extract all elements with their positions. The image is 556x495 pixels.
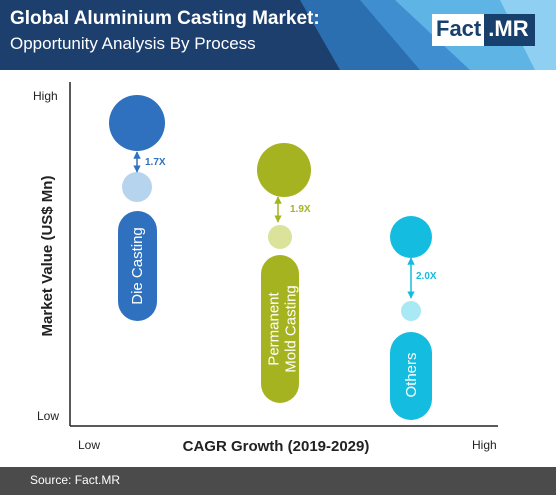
chart-subtitle: Opportunity Analysis By Process <box>10 34 256 53</box>
x-tick-label-low: Low <box>78 438 100 452</box>
category-label-line: Mold Casting <box>283 285 300 373</box>
label-pill-die-casting <box>118 211 157 321</box>
category-label-others: Others <box>403 352 420 397</box>
label-pill-permanent-mold-casting <box>261 255 299 403</box>
category-label-line: Others <box>403 352 420 397</box>
chart-title: Global Aluminium Casting Market: <box>10 8 320 29</box>
category-label-die-casting: Die Casting <box>129 227 146 305</box>
logo-fact-text: Fact <box>432 14 485 46</box>
bubble-2029-die-casting <box>109 95 165 151</box>
source-note: Source: Fact.MR <box>30 473 121 487</box>
category-label-permanent-mold-casting: PermanentMold Casting <box>266 285 300 373</box>
y-axis-title: Market Value (US$ Mn) <box>39 176 56 337</box>
category-label-line: Die Casting <box>129 227 146 305</box>
bubble-chart: High Low Low High CAGR Growth (2019-2029) Mar… <box>33 82 498 455</box>
growth-multiplier-permanent-mold-casting: 1.9X <box>290 204 311 215</box>
header-banner: Global Aluminium Casting Market: Opportu… <box>0 0 556 70</box>
bubble-2029-permanent-mold-casting <box>257 143 311 197</box>
category-label-line: Permanent <box>266 291 283 365</box>
y-tick-label-high: High <box>33 89 58 103</box>
x-axis-title: CAGR Growth (2019-2029) <box>183 438 370 455</box>
x-tick-label-high: High <box>472 438 497 452</box>
bubble-2019-others <box>401 301 421 321</box>
bubble-2019-permanent-mold-casting <box>268 225 292 249</box>
growth-multiplier-others: 2.0X <box>416 271 437 282</box>
factmr-logo: Fact .MR <box>432 14 535 46</box>
label-pill-others <box>390 332 432 420</box>
y-tick-label-low: Low <box>37 409 59 423</box>
bubble-2029-others <box>390 216 432 258</box>
growth-multiplier-die-casting: 1.7X <box>145 157 166 168</box>
bubble-2019-die-casting <box>122 172 152 202</box>
footer-bar: Source: Fact.MR <box>0 467 556 495</box>
logo-mr-text: .MR <box>484 14 535 46</box>
